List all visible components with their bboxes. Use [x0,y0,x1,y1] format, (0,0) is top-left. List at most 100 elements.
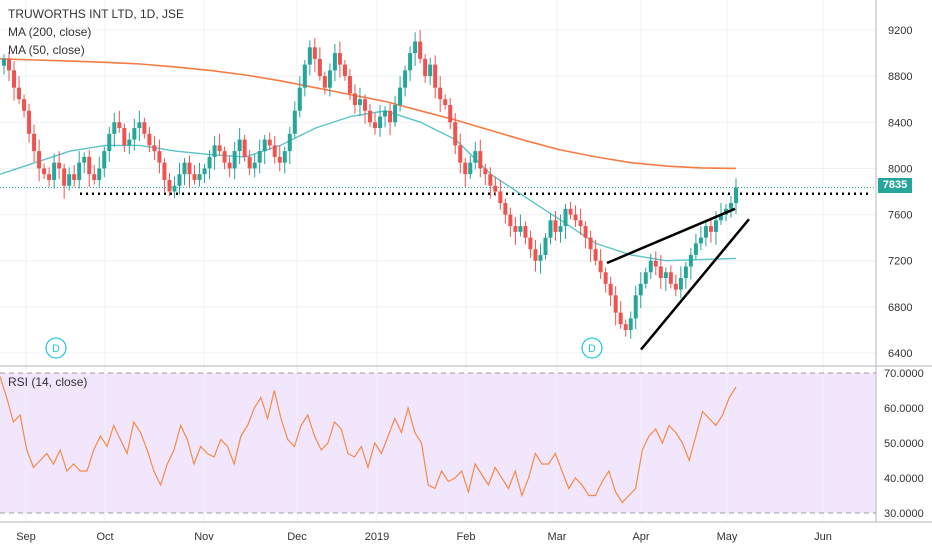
candle-body [468,162,473,175]
candle-body [182,162,187,175]
rsi-tick-label: 50.0000 [884,438,924,450]
candle-body [603,272,608,284]
candle-body [503,203,508,215]
candle-body [628,318,633,330]
candle-body [588,237,593,250]
candle-body [282,151,287,163]
candle-body [152,145,157,152]
candle-body [378,116,383,129]
candle-body [82,156,87,163]
chart-title: TRUWORTHS INT LTD, 1D, JSE [8,7,185,21]
candle-body [172,185,177,192]
candle-body [52,162,57,180]
price-tick-label: 7200 [888,256,912,268]
price-tick-label: 8400 [888,117,912,129]
candle-body [77,162,82,180]
candle-body [222,151,227,163]
candle-body [262,139,267,152]
candle-body [368,110,372,123]
candle-body [267,139,272,146]
candle-body [252,162,257,169]
candle-body [448,104,453,123]
rsi-legend: RSI (14, close) [8,375,88,389]
time-tick-label: Dec [287,531,307,543]
candle-body [373,122,378,129]
time-tick-label: Feb [457,531,476,543]
candle-body [508,214,513,227]
candle-body [342,64,347,77]
candle-body [297,87,302,111]
candle-body [638,283,643,296]
candle-body [698,237,703,244]
candle-body [352,93,357,105]
candle-body [337,53,342,65]
candle-body [327,70,332,88]
candle-body [518,226,523,232]
candle-body [643,272,648,284]
candle-body [102,151,107,169]
candle-body [498,191,503,204]
candle-body [553,220,558,232]
candle-body [127,139,132,146]
candle-body [408,53,413,71]
price-tick-label: 6400 [888,348,912,360]
candle-body [438,87,443,100]
candle-body [513,226,518,232]
price-tick-label: 8000 [888,163,912,175]
candle-body [563,208,568,227]
candle-body [463,162,468,175]
candle-body [648,260,653,273]
candle-body [623,324,628,330]
candle-body [593,249,598,261]
candle-body [167,179,172,192]
time-tick-label: May [717,531,738,543]
candle-body [683,266,688,279]
candle-body [423,58,428,77]
candle-body [62,168,67,186]
candle-body [488,174,493,186]
candle-body [142,122,147,134]
candle-body [703,226,708,238]
candle-body [192,174,197,180]
candle-body [533,249,538,261]
candle-body [2,58,6,66]
candle-body [458,145,463,163]
candle-body [678,278,683,290]
candle-body [212,145,217,157]
candle-body [317,58,322,77]
candle-body [403,70,408,88]
time-tick-label: Mar [548,531,567,543]
candle-body [658,266,663,279]
candle-body [7,58,12,71]
candle-body [12,70,17,88]
candle-body [27,110,32,134]
candle-body [242,139,247,157]
candle-body [247,156,252,169]
candle-body [443,99,448,105]
candle-body [693,243,698,255]
candle-body [287,133,292,152]
candle-body [332,53,337,71]
candle-body [478,151,483,169]
candle-body [292,110,297,134]
candle-body [232,151,237,169]
dividend-marker-mar-label: D [588,343,596,355]
candle-body [483,168,488,175]
time-tick-label: Jun [814,531,832,543]
candle-body [202,168,207,175]
candle-body [558,226,563,232]
candle-body [362,99,367,111]
candle-body [673,283,678,290]
candle-body [608,283,613,296]
candle-body [347,76,352,94]
candle-body [708,226,713,232]
candle-body [87,156,92,175]
candle-body [272,145,277,157]
rsi-band [0,373,876,513]
candle-body [32,133,37,152]
lower-trendline [640,218,750,351]
candle-body [493,185,498,192]
candle-body [217,145,222,152]
rsi-tick-label: 70.0000 [884,368,924,380]
